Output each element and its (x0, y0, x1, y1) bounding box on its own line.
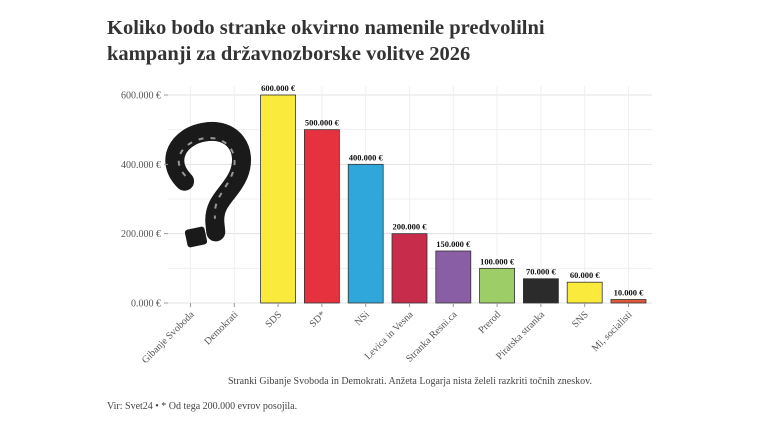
chart-note: Stranki Gibanje Svoboda in Demokrati. An… (228, 376, 592, 387)
x-tick-label: SDS (263, 309, 284, 330)
bar (479, 267, 516, 304)
x-tick-label: Gibanje Svoboda (140, 309, 197, 366)
bar (435, 250, 472, 304)
chart-title: Koliko bodo stranke okvirno namenile pre… (107, 15, 667, 67)
x-tick-label: SD* (308, 309, 328, 329)
bar (303, 129, 340, 304)
y-tick-label: 600.000 € (121, 91, 161, 102)
data-label: 400.000 € (349, 152, 384, 162)
bars (260, 94, 647, 304)
data-label: 70.000 € (526, 267, 557, 277)
chart-source: Vir: Svet24 • * Od tega 200.000 evrov po… (107, 401, 298, 412)
bar (523, 278, 559, 304)
data-label: 150.000 € (436, 239, 471, 249)
x-tick-label: Mi, socialisti (590, 309, 635, 354)
data-label: 600.000 € (261, 83, 296, 93)
data-label: 200.000 € (393, 222, 428, 232)
data-labels: 600.000 € 500.000 € 400.000 € 200.000 € 150.… (261, 83, 644, 298)
y-tick-label: 400.000 € (121, 160, 161, 171)
data-label: 500.000 € (305, 118, 340, 128)
x-tick-label: NSi (353, 309, 372, 328)
y-tick-label: 0.000 € (131, 299, 161, 310)
x-tick-label: SNS (570, 309, 591, 330)
x-axis: Gibanje Svoboda Demokrati SDS SD* NSiLevica … (140, 303, 635, 366)
bar (566, 281, 603, 304)
y-tick-label: 200.000 € (121, 229, 161, 240)
bar (391, 233, 428, 304)
data-label: 10.000 € (614, 288, 645, 298)
data-label: 60.000 € (570, 270, 601, 280)
x-tick-label: Demokrati (202, 309, 240, 347)
bar (260, 94, 297, 304)
y-axis: 0.000 € 200.000 € 400.000 € 600.000 € (121, 91, 168, 310)
question-mark-icon (165, 121, 251, 248)
bar (610, 299, 647, 304)
data-label: 100.000 € (480, 256, 515, 266)
bar (347, 163, 384, 304)
title-line-1: Koliko bodo stranke okvirno namenile pre… (107, 17, 545, 39)
title-line-2: kampanji za državnozborske volitve 2026 (107, 43, 471, 65)
x-tick-label: Prerod (477, 309, 504, 336)
